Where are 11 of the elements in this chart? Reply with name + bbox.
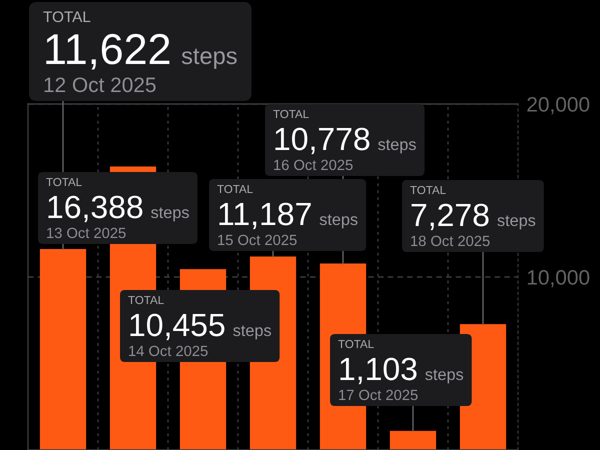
text: TOTAL 16,388 steps 13 Oct 2025 bbox=[46, 178, 189, 238]
text: TOTAL 10,778 steps 16 Oct 2025 bbox=[273, 110, 416, 170]
y-tick-label: 10,000 bbox=[528, 270, 590, 288]
data-label: TOTAL 11,622 steps 12 Oct 2025 bbox=[43, 11, 237, 92]
data-label: TOTAL 1,103 steps 17 Oct 2025 bbox=[338, 340, 464, 400]
text: TOTAL 11,187 steps 15 Oct 2025 bbox=[217, 184, 358, 246]
bar bbox=[40, 248, 86, 450]
data-label: TOTAL 7,278 steps 18 Oct 2025 bbox=[410, 186, 536, 246]
y-tick-label: 20,000 bbox=[527, 97, 590, 114]
text: TOTAL 10,455 steps 14 Oct 2025 bbox=[128, 296, 272, 356]
bar bbox=[390, 430, 436, 450]
